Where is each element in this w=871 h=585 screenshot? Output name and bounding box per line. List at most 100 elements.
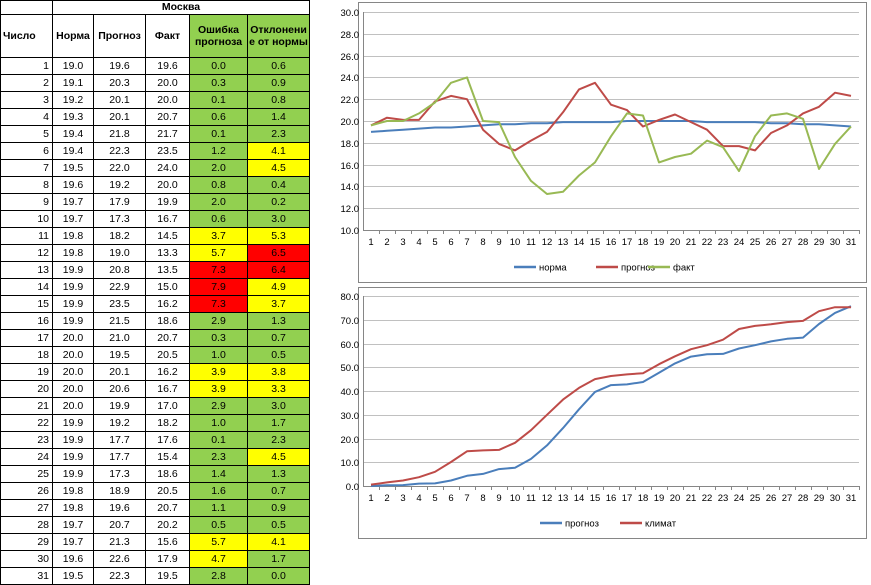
cell-day: 31 <box>0 567 53 585</box>
chart-2-x-tick-label: 13 <box>558 493 569 504</box>
cell-error: 2.9 <box>189 312 248 330</box>
cell-error: 4.7 <box>189 550 248 568</box>
cell-norm: 19.9 <box>52 448 94 466</box>
cell-deviation: 2.3 <box>247 125 310 143</box>
chart-2-y-tick-label: 60.0 <box>341 340 360 351</box>
cell-error: 2.9 <box>189 397 248 415</box>
chart-1-x-tick-label: 20 <box>670 237 681 248</box>
cell-error: 1.2 <box>189 142 248 160</box>
chart-1-series-факт <box>370 76 852 195</box>
chart-2-x-tick-label: 12 <box>542 493 553 504</box>
cell-fact: 20.0 <box>145 91 190 109</box>
chart-2-y-tick-label: 10.0 <box>341 458 360 469</box>
cell-deviation: 0.7 <box>247 329 310 347</box>
cell-deviation: 3.3 <box>247 380 310 398</box>
cell-forecast: 20.8 <box>93 261 146 279</box>
cell-deviation: 1.4 <box>247 108 310 126</box>
table-row: 20 20.0 20.6 16.7 3.9 3.3 <box>0 380 310 398</box>
header-day: Число <box>0 14 53 58</box>
chart-2-x-tick-label: 30 <box>830 493 841 504</box>
cell-deviation: 0.9 <box>247 74 310 92</box>
chart-1-y-tick-label: 14.0 <box>341 182 360 193</box>
chart-1-y-tick-label: 24.0 <box>341 73 360 84</box>
chart-2-x-tick-label: 2 <box>384 493 389 504</box>
cell-fact: 20.2 <box>145 516 190 534</box>
cell-deviation: 4.5 <box>247 448 310 466</box>
chart-1-x-tick-label: 28 <box>798 237 809 248</box>
cell-forecast: 22.3 <box>93 567 146 585</box>
chart-2-x-tick-label: 3 <box>400 493 405 504</box>
chart-1-y-tick-label: 16.0 <box>341 161 360 172</box>
chart-2-x-tick-label: 20 <box>670 493 681 504</box>
cell-deviation: 3.8 <box>247 363 310 381</box>
chart-1-x-tick-label: 15 <box>590 237 601 248</box>
charts-layer: 10.012.014.016.018.020.022.024.026.028.0… <box>341 2 867 539</box>
chart-1-x-tick-label: 17 <box>622 237 633 248</box>
header-fact: Факт <box>145 14 190 58</box>
chart-2-frame <box>358 287 867 539</box>
cell-forecast: 22.3 <box>93 142 146 160</box>
cell-forecast: 19.2 <box>93 176 146 194</box>
chart-1-x-tick-label: 26 <box>766 237 777 248</box>
chart-2-x-tick-label: 21 <box>686 493 697 504</box>
cell-error: 7.3 <box>189 295 248 313</box>
chart-1-x-tick-label: 19 <box>654 237 665 248</box>
table-row: 7 19.5 22.0 24.0 2.0 4.5 <box>0 159 310 177</box>
chart-1-x-tick-label: 24 <box>734 237 745 248</box>
cell-forecast: 19.0 <box>93 244 146 262</box>
chart-2-x-tick-label: 31 <box>846 493 857 504</box>
cell-error: 0.6 <box>189 210 248 228</box>
cell-error: 1.0 <box>189 414 248 432</box>
chart-1-x-tick-label: 12 <box>542 237 553 248</box>
chart-1-x-tick-label: 3 <box>400 237 405 248</box>
chart-1-x-tick-label: 13 <box>558 237 569 248</box>
table-row: 8 19.6 19.2 20.0 0.8 0.4 <box>0 176 310 194</box>
chart-2-x-tick-label: 26 <box>766 493 777 504</box>
chart-2-y-tick-label: 50.0 <box>341 363 360 374</box>
chart-2-x-tick-label: 16 <box>606 493 617 504</box>
cell-norm: 19.8 <box>52 499 94 517</box>
table-row: 13 19.9 20.8 13.5 7.3 6.4 <box>0 261 310 279</box>
cell-deviation: 1.3 <box>247 312 310 330</box>
cell-norm: 19.9 <box>52 295 94 313</box>
cell-error: 3.7 <box>189 227 248 245</box>
table-row: 30 19.6 22.6 17.9 4.7 1.7 <box>0 550 310 568</box>
cell-error: 2.8 <box>189 567 248 585</box>
chart-1-x-tick-label: 18 <box>638 237 649 248</box>
chart-1-y-tick-label: 22.0 <box>341 95 360 106</box>
cell-deviation: 5.3 <box>247 227 310 245</box>
chart-2-x-tick-label: 17 <box>622 493 633 504</box>
chart-1-x-tick-label: 8 <box>480 237 485 248</box>
chart-2-x-tick-label: 9 <box>496 493 501 504</box>
chart-1-x-tick-label: 2 <box>384 237 389 248</box>
chart-2-x-tick-label: 27 <box>782 493 793 504</box>
cell-error: 2.3 <box>189 448 248 466</box>
chart-1-x-tick-label: 22 <box>702 237 713 248</box>
cell-norm: 19.0 <box>52 57 94 75</box>
chart-1-y-tick-label: 20.0 <box>341 117 360 128</box>
chart-1-x-tick-label: 7 <box>464 237 469 248</box>
chart-1-series-норма <box>370 120 852 133</box>
cell-deviation: 1.7 <box>247 550 310 568</box>
chart-2-x-tick-label: 7 <box>464 493 469 504</box>
cell-fact: 15.4 <box>145 448 190 466</box>
chart-2-x-tick-label: 6 <box>448 493 453 504</box>
chart-2-x-tick-label: 24 <box>734 493 745 504</box>
chart-1-legend-label: прогноз <box>621 263 655 274</box>
cell-deviation: 4.5 <box>247 159 310 177</box>
chart-1-x-tick-label: 16 <box>606 237 617 248</box>
chart-1-x-tick-label: 14 <box>574 237 585 248</box>
cell-deviation: 6.4 <box>247 261 310 279</box>
chart-2-x-tick-label: 4 <box>416 493 421 504</box>
chart-1-y-tick-label: 30.0 <box>341 8 360 19</box>
chart-1-x-tick-label: 23 <box>718 237 729 248</box>
cell-norm: 20.0 <box>52 363 94 381</box>
chart-1-x-tick-label: 1 <box>368 237 373 248</box>
cell-norm: 19.6 <box>52 550 94 568</box>
chart-1-y-tick-label: 10.0 <box>341 226 360 237</box>
chart-2-x-tick-label: 11 <box>526 493 536 504</box>
cell-forecast: 17.9 <box>93 193 146 211</box>
table-row: 14 19.9 22.9 15.0 7.9 4.9 <box>0 278 310 296</box>
cell-forecast: 22.6 <box>93 550 146 568</box>
chart-1-x-tick-label: 21 <box>686 237 697 248</box>
